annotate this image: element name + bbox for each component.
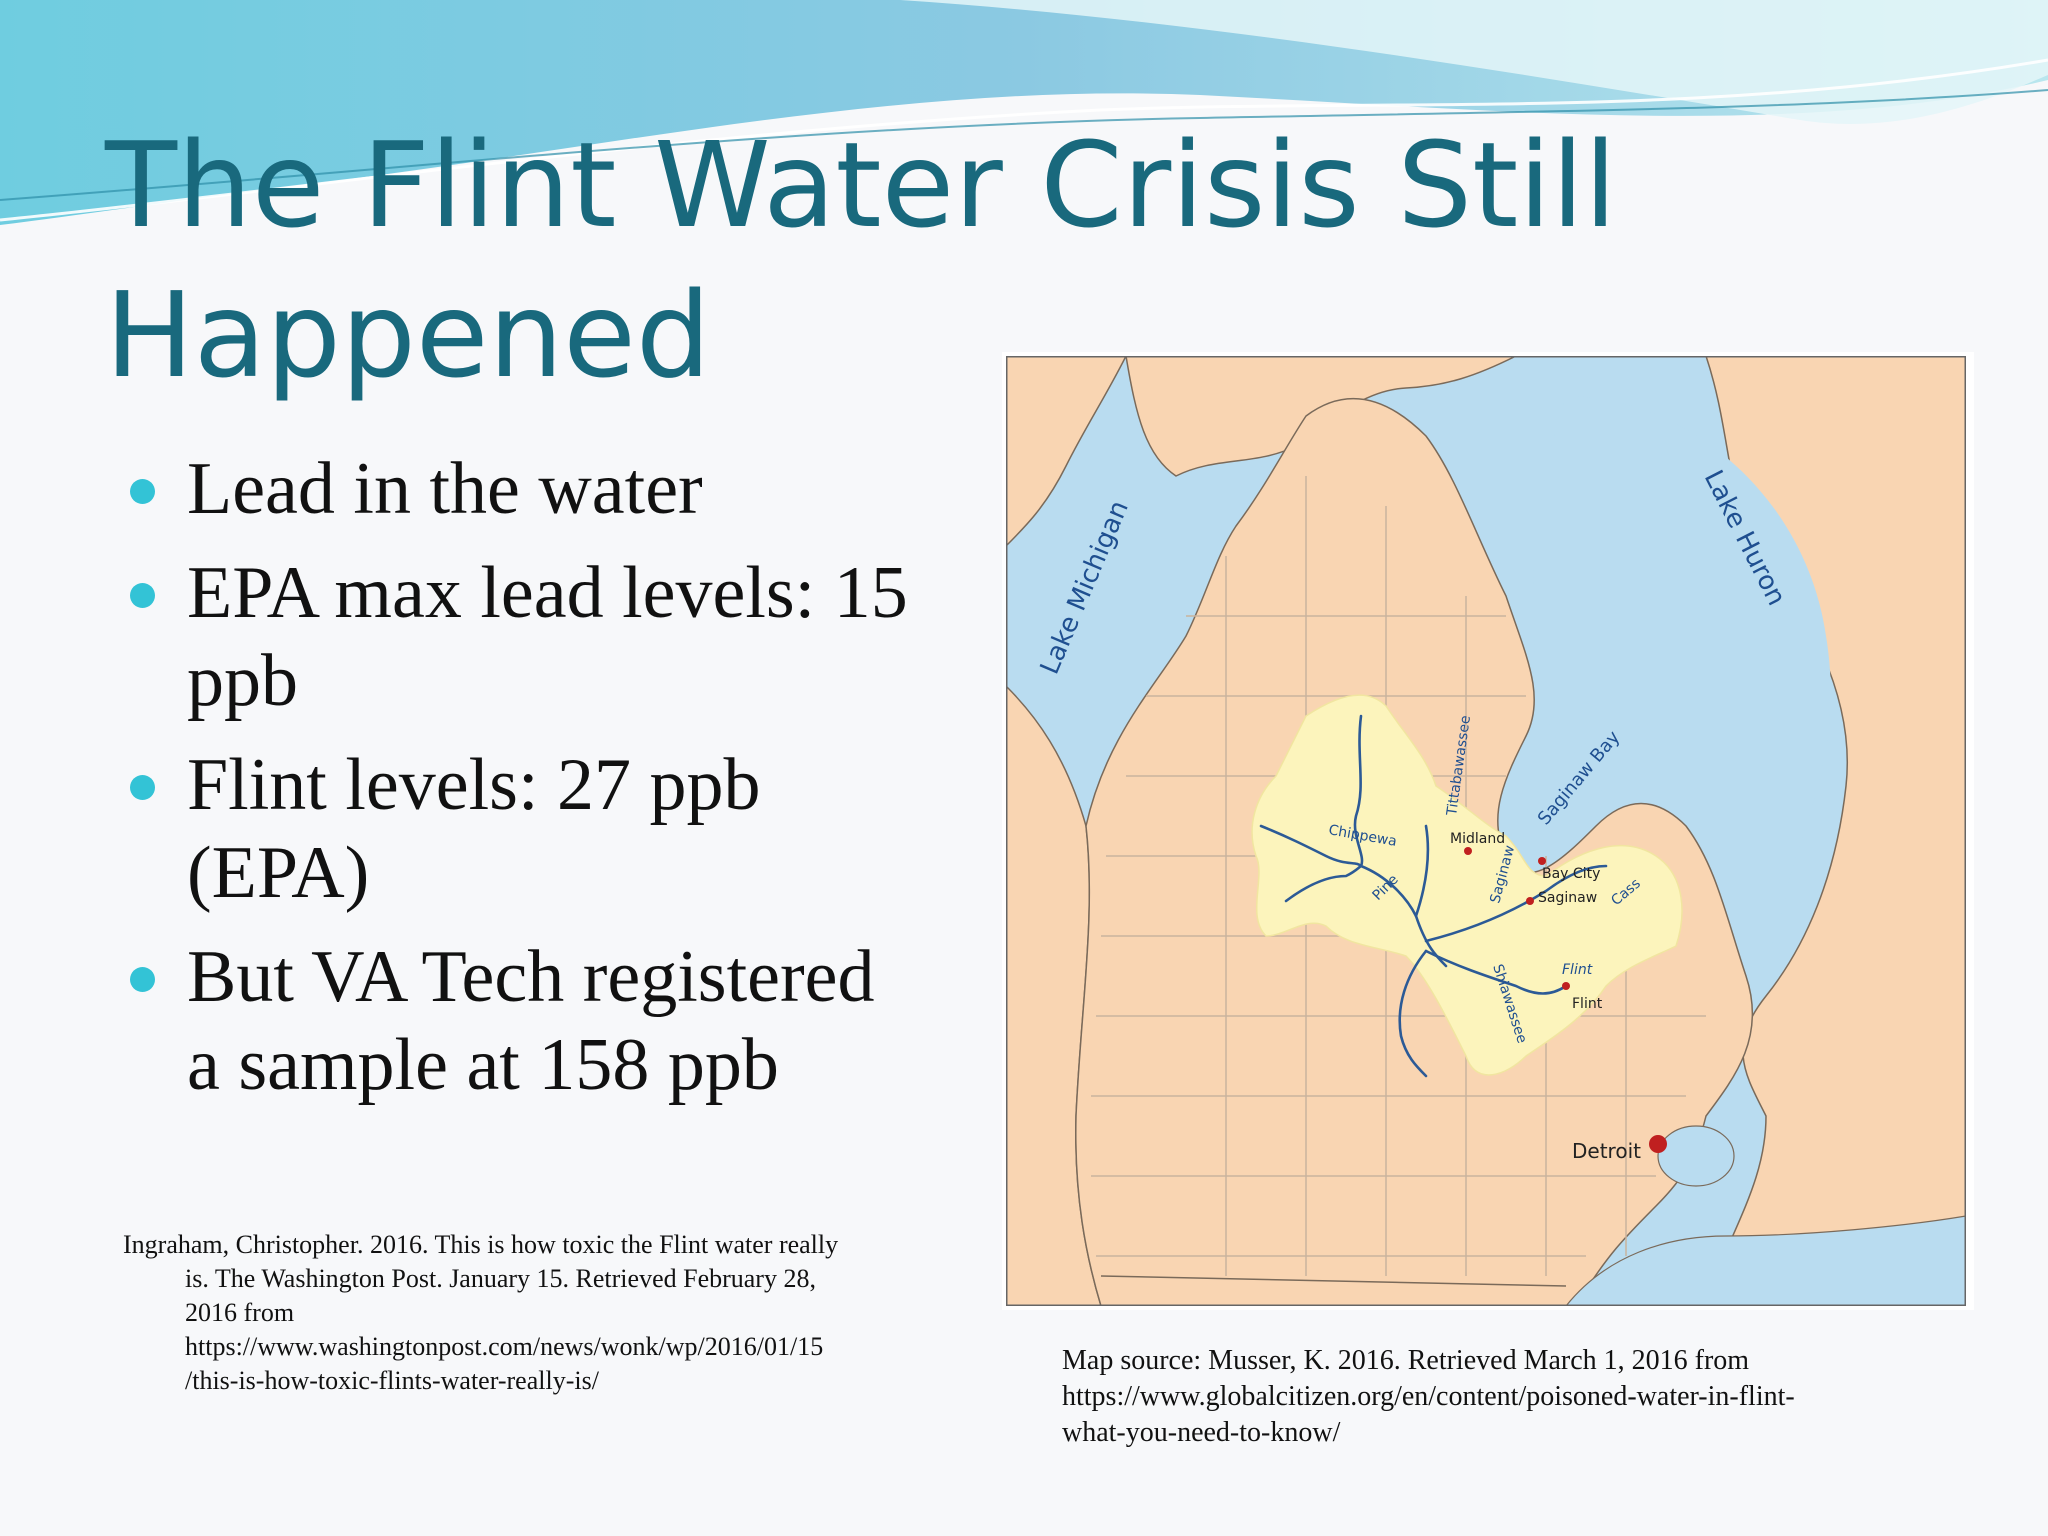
citation-url: https://www.washingtonpost.com/news/wonk… <box>185 1332 824 1361</box>
flint-city-label: Flint <box>1572 996 1603 1012</box>
lake-huron <box>1532 396 1831 1056</box>
bullet-item: EPA max lead levels: 15 ppb <box>130 549 990 725</box>
tittabawassee-river <box>1353 714 1364 868</box>
slide-title-line-2: Happened <box>105 266 711 404</box>
detroit-label: Detroit <box>1572 1139 1641 1163</box>
citation-line: 2016 from <box>185 1298 295 1327</box>
bullet-text-continued: (EPA) <box>187 832 370 914</box>
bullet-text-continued: a sample at 158 ppb <box>187 1024 779 1106</box>
lake-erie <box>1565 1215 1966 1306</box>
saginaw-city-label: Saginaw <box>1538 890 1597 906</box>
citation-url: https://www.globalcitizen.org/en/content… <box>1062 1381 1795 1412</box>
cass-river <box>1424 864 1608 943</box>
bullet-text: But VA Tech registered <box>187 936 875 1018</box>
map-graphic: Lake Michigan Lake Huron Saginaw Bay Tit… <box>1006 356 1966 1306</box>
citation-line: Map source: Musser, K. 2016. Retrieved M… <box>1062 1345 1750 1376</box>
saginaw-river <box>1414 824 1430 918</box>
article-citation: Ingraham, Christopher. 2016. This is how… <box>123 1228 983 1398</box>
chippewa-river <box>1259 824 1363 868</box>
midland-marker <box>1464 847 1472 855</box>
midland-label: Midland <box>1450 831 1505 847</box>
bullet-text: Lead in the water <box>187 448 703 530</box>
flint-river <box>1424 949 1568 995</box>
michigan-map: Lake Michigan Lake Huron Saginaw Bay Tit… <box>1002 352 1974 1310</box>
slide-title: The Flint Water Crisis Still Happened <box>105 110 1665 410</box>
city-labels: Midland Bay City Saginaw Flint Detroit <box>1450 831 1641 1163</box>
bullet-dot-icon <box>130 479 155 504</box>
detroit-marker <box>1649 1135 1667 1153</box>
pine-river <box>1284 864 1363 903</box>
bullet-text: Flint levels: 27 ppb <box>187 744 761 826</box>
map-citation: Map source: Musser, K. 2016. Retrieved M… <box>1062 1343 2002 1451</box>
saginaw-bay-water <box>1506 734 1625 866</box>
saginaw-marker <box>1526 897 1534 905</box>
bay-city-label: Bay City <box>1542 866 1600 882</box>
slide-title-line-1: The Flint Water Crisis Still <box>105 116 1617 254</box>
flint-marker <box>1562 982 1570 990</box>
bullet-dot-icon <box>130 967 155 992</box>
bullet-text-continued: ppb <box>187 640 298 722</box>
lake-st-clair <box>1657 1125 1735 1187</box>
river-network <box>1259 714 1608 1078</box>
citation-url: /this-is-how-toxic-flints-water-really-i… <box>185 1366 599 1395</box>
bullet-list: Lead in the water EPA max lead levels: 1… <box>130 445 990 1125</box>
city-markers <box>1464 847 1667 1153</box>
shiawassee-river <box>1398 949 1428 1078</box>
bay-city-marker <box>1538 857 1546 865</box>
citation-line: Ingraham, Christopher. 2016. This is how… <box>123 1230 839 1259</box>
citation-line: is. The Washington Post. January 15. Ret… <box>185 1264 816 1293</box>
wisconsin-shore <box>1006 356 1127 548</box>
bullet-item: Lead in the water <box>130 445 990 533</box>
citation-url: what-you-need-to-know/ <box>1062 1417 1341 1448</box>
background-waves <box>0 0 2048 225</box>
bullet-dot-icon <box>130 775 155 800</box>
state-border <box>1100 1275 1567 1287</box>
flint-river-label: Flint <box>1562 962 1593 978</box>
bullet-dot-icon <box>130 583 155 608</box>
bullet-text: EPA max lead levels: 15 <box>187 552 908 634</box>
bullet-item: Flint levels: 27 ppb (EPA) <box>130 741 990 917</box>
bullet-item: But VA Tech registered a sample at 158 p… <box>130 933 990 1109</box>
